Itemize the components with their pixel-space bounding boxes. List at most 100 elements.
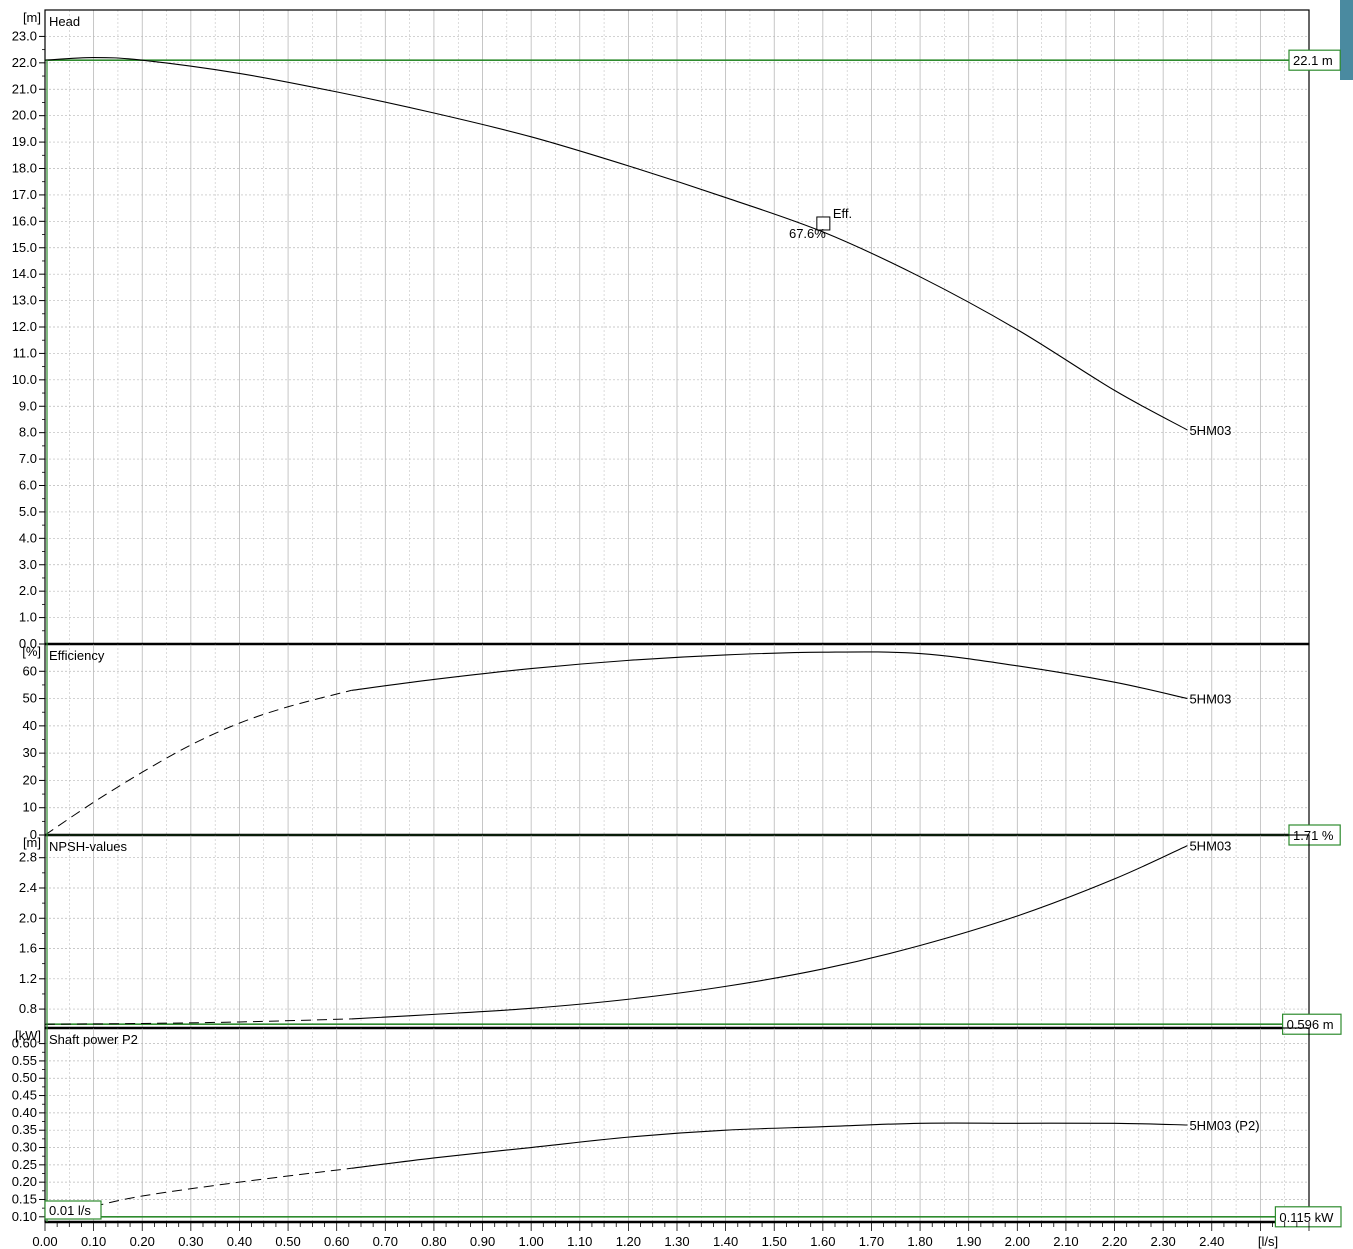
x-tick-label: 2.40	[1199, 1234, 1224, 1249]
y-tick-label: 20	[23, 772, 37, 787]
efficiency-point-marker	[816, 216, 831, 231]
y-tick-label: 4.0	[19, 530, 37, 545]
y-tick-label: 2.0	[19, 910, 37, 925]
y-tick-label: 7.0	[19, 451, 37, 466]
x-tick-label: 0.20	[130, 1234, 155, 1249]
cursor-value-box	[44, 1200, 102, 1220]
y-tick-label: 0.55	[12, 1053, 37, 1068]
x-tick-label: 0.50	[275, 1234, 300, 1249]
x-tick-label: 2.20	[1102, 1234, 1127, 1249]
y-tick-label: 60	[23, 663, 37, 678]
y-tick-label: 19.0	[12, 134, 37, 149]
y-tick-label: 2.8	[19, 850, 37, 865]
x-tick-label: 1.30	[664, 1234, 689, 1249]
y-tick-label: 6.0	[19, 478, 37, 493]
y-unit-label: [%]	[22, 644, 41, 659]
y-tick-label: 30	[23, 745, 37, 760]
cursor-value-label: 0.01 l/s	[49, 1203, 91, 1218]
x-tick-label: 1.90	[956, 1234, 981, 1249]
marker-value-label: 22.1 m	[1293, 53, 1333, 68]
x-tick-label: 0.40	[227, 1234, 252, 1249]
y-tick-label: 2.0	[19, 583, 37, 598]
y-tick-label: 40	[23, 718, 37, 733]
y-tick-label: 14.0	[12, 266, 37, 281]
y-unit-label: [m]	[23, 10, 41, 25]
x-unit-label: [l/s]	[1258, 1234, 1278, 1249]
y-tick-label: 5.0	[19, 504, 37, 519]
x-tick-label: 0.60	[324, 1234, 349, 1249]
y-tick-label: 12.0	[12, 319, 37, 334]
x-tick-label: 2.00	[1005, 1234, 1030, 1249]
x-tick-label: 0.30	[178, 1234, 203, 1249]
y-tick-label: 11.0	[13, 345, 37, 360]
marker-value-label: 0.596 m	[1287, 1017, 1334, 1032]
marker-value-box	[1281, 1013, 1342, 1035]
series-label: 5HM03 (P2)	[1189, 1118, 1259, 1133]
x-tick-label: 0.80	[421, 1234, 446, 1249]
y-tick-label: 0.35	[12, 1122, 37, 1137]
marker-value-label: 0.115 kW	[1279, 1210, 1334, 1225]
x-tick-label: 0.70	[373, 1234, 398, 1249]
series-line	[351, 651, 1188, 700]
y-tick-label: 0	[30, 827, 37, 842]
series-label: 5HM03	[1189, 423, 1231, 438]
x-tick-label: 1.10	[567, 1234, 592, 1249]
y-tick-label: 2.4	[19, 880, 37, 895]
y-unit-label: [m]	[23, 835, 41, 850]
y-tick-label: 0.50	[12, 1070, 37, 1085]
series-line-dashed	[44, 689, 352, 836]
series-line	[44, 56, 1188, 431]
y-tick-label: 0.8	[19, 1001, 37, 1016]
y-tick-label: 3.0	[19, 557, 37, 572]
y-tick-label: 13.0	[12, 293, 37, 308]
x-tick-label: 1.70	[859, 1234, 884, 1249]
x-tick-label: 0.10	[81, 1234, 106, 1249]
y-tick-label: 9.0	[19, 398, 37, 413]
series-label: 5HM03	[1189, 839, 1231, 854]
series-line	[351, 845, 1188, 1020]
y-tick-label: 15.0	[12, 240, 37, 255]
panel-title: Shaft power P2	[49, 1032, 138, 1047]
x-tick-label: 1.00	[518, 1234, 543, 1249]
y-tick-label: 0.25	[12, 1157, 37, 1172]
y-tick-label: 1.2	[19, 971, 37, 986]
y-tick-label: 16.0	[12, 213, 37, 228]
x-tick-label: 1.40	[713, 1234, 738, 1249]
y-tick-label: 21.0	[12, 81, 37, 96]
y-tick-label: 23.0	[12, 28, 37, 43]
series-line-dashed	[93, 1167, 352, 1207]
side-accent	[1340, 0, 1353, 80]
y-tick-label: 20.0	[12, 108, 37, 123]
y-tick-label: 17.0	[12, 187, 37, 202]
x-tick-label: 2.10	[1053, 1234, 1078, 1249]
x-tick-label: 1.20	[616, 1234, 641, 1249]
y-tick-label: 10	[23, 800, 37, 815]
marker-value-box	[1288, 49, 1341, 71]
x-tick-label: 0.90	[470, 1234, 495, 1249]
y-tick-label: 1.0	[19, 610, 37, 625]
y-tick-label: 0.20	[12, 1174, 37, 1189]
y-tick-label: 18.0	[12, 161, 37, 176]
x-tick-label: 1.80	[907, 1234, 932, 1249]
efficiency-point-title: Eff.	[833, 206, 852, 221]
y-unit-label: [kW]	[15, 1028, 41, 1043]
series-line	[351, 1122, 1188, 1169]
panel-title: NPSH-values	[49, 839, 128, 854]
y-tick-label: 0.60	[12, 1036, 37, 1051]
y-tick-label: 0.10	[12, 1209, 37, 1224]
y-tick-label: 0.40	[12, 1105, 37, 1120]
x-tick-label: 0.00	[32, 1234, 57, 1249]
x-tick-label: 1.60	[810, 1234, 835, 1249]
y-tick-label: 0.0	[19, 636, 37, 651]
series-label: 5HM03	[1189, 692, 1231, 707]
y-tick-label: 0.45	[12, 1088, 37, 1103]
y-tick-label: 0.30	[12, 1140, 37, 1155]
y-tick-label: 1.6	[19, 941, 37, 956]
marker-value-box	[1274, 1206, 1342, 1228]
x-tick-label: 1.50	[762, 1234, 787, 1249]
x-tick-label: 2.30	[1150, 1234, 1175, 1249]
y-tick-label: 50	[23, 691, 37, 706]
y-tick-label: 22.0	[12, 55, 37, 70]
y-tick-label: 10.0	[12, 372, 37, 387]
